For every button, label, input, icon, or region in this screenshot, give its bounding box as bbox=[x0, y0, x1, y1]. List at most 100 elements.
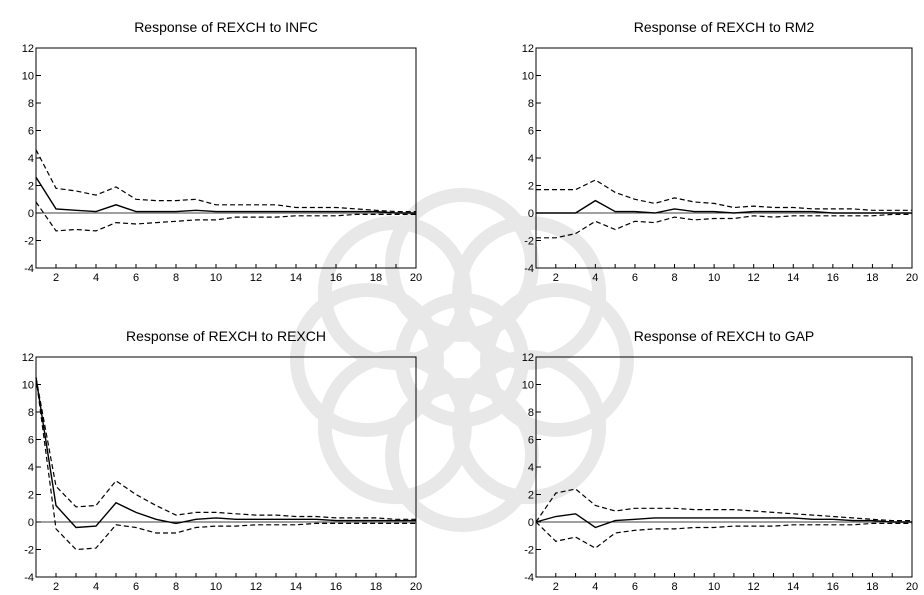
x-tick-label: 4 bbox=[592, 581, 598, 593]
watermark-ring bbox=[395, 293, 529, 427]
lower-band-line bbox=[535, 521, 912, 549]
x-tick-label: 10 bbox=[210, 581, 222, 593]
x-tick-label: 10 bbox=[708, 272, 720, 284]
x-tick-label: 18 bbox=[866, 272, 878, 284]
y-tick-label: 0 bbox=[528, 208, 534, 220]
panel-gap: Response of REXCH to GAP -4 -2 0 2 4 6 8 10 12 2 4 6… bbox=[522, 328, 918, 593]
x-tick-label: 12 bbox=[250, 272, 262, 284]
y-tick-label: 0 bbox=[28, 517, 34, 529]
x-tick-label: 2 bbox=[53, 581, 59, 593]
x-tick-label: 2 bbox=[553, 581, 559, 593]
upper-band-line bbox=[35, 149, 416, 213]
watermark-ring bbox=[452, 215, 607, 370]
chart-title: Response of REXCH to INFC bbox=[134, 19, 318, 35]
y-tick-label: 6 bbox=[528, 435, 534, 447]
watermark-ring bbox=[385, 188, 539, 342]
y-tick-label: 0 bbox=[28, 208, 34, 220]
x-tick-label: 6 bbox=[632, 581, 638, 593]
chart-title: Response of REXCH to RM2 bbox=[634, 19, 815, 35]
x-tick-label: 8 bbox=[173, 272, 179, 284]
x-tick-label: 14 bbox=[787, 581, 799, 593]
y-tick-label: 4 bbox=[528, 153, 534, 165]
x-tick-label: 14 bbox=[290, 581, 302, 593]
x-tick-label: 20 bbox=[906, 272, 918, 284]
y-tick-label: 4 bbox=[28, 153, 34, 165]
panel-rexch: Response of REXCH to REXCH -4 -2 0 2 4 6 8 10 12 2… bbox=[22, 328, 422, 593]
y-tick-label: 12 bbox=[522, 352, 534, 364]
y-tick-label: -2 bbox=[24, 236, 34, 248]
watermark-ring bbox=[290, 283, 444, 437]
y-tick-label: -4 bbox=[24, 572, 34, 584]
upper-band-line bbox=[536, 179, 912, 211]
y-tick-label: -2 bbox=[524, 236, 534, 248]
x-tick-label: 8 bbox=[173, 581, 179, 593]
y-tick-label: 8 bbox=[528, 407, 534, 419]
plot-frame bbox=[535, 47, 913, 269]
plot-frame bbox=[535, 356, 913, 578]
x-tick-label: 20 bbox=[906, 581, 918, 593]
x-tick-label: 4 bbox=[592, 272, 598, 284]
response-line bbox=[35, 377, 416, 529]
x-tick-label: 12 bbox=[748, 272, 760, 284]
y-tick-label: 12 bbox=[522, 43, 534, 55]
plot-frame bbox=[35, 47, 417, 269]
x-tick-label: 4 bbox=[93, 272, 99, 284]
y-tick-label: 10 bbox=[522, 380, 534, 392]
x-tick-label: 14 bbox=[290, 272, 302, 284]
y-tick-label: 8 bbox=[528, 98, 534, 110]
x-tick-label: 18 bbox=[866, 581, 878, 593]
x-tick-label: 10 bbox=[210, 272, 222, 284]
y-tick-label: 6 bbox=[28, 126, 34, 138]
response-line bbox=[536, 199, 912, 214]
y-tick-label: -4 bbox=[24, 263, 34, 275]
x-tick-label: 6 bbox=[133, 581, 139, 593]
x-tick-label: 16 bbox=[827, 272, 839, 284]
watermark-ring bbox=[385, 378, 539, 532]
x-tick-label: 8 bbox=[671, 581, 677, 593]
response-line bbox=[35, 176, 416, 214]
x-tick-label: 6 bbox=[133, 272, 139, 284]
watermark-ring bbox=[480, 283, 634, 437]
y-tick-label: -4 bbox=[524, 263, 534, 275]
x-tick-label: 18 bbox=[370, 581, 382, 593]
y-tick-label: 10 bbox=[22, 71, 34, 83]
x-tick-label: 20 bbox=[410, 581, 422, 593]
panel-rm2: Response of REXCH to RM2 -4 -2 0 2 4 6 8 10 12 2 4 6… bbox=[522, 19, 918, 284]
panel-infc: Response of REXCH to INFC -4 -2 0 2 4 6 8 10 12 2 4… bbox=[22, 19, 422, 284]
response-line bbox=[535, 513, 912, 529]
y-tick-label: 2 bbox=[28, 181, 34, 193]
x-tick-label: 10 bbox=[708, 581, 720, 593]
y-tick-label: 10 bbox=[522, 71, 534, 83]
x-tick-label: 16 bbox=[827, 581, 839, 593]
lower-band-line bbox=[35, 201, 416, 232]
y-tick-label: 6 bbox=[28, 435, 34, 447]
y-tick-label: -2 bbox=[24, 545, 34, 557]
lower-band-line bbox=[35, 377, 416, 551]
y-tick-label: 2 bbox=[28, 490, 34, 502]
x-tick-label: 20 bbox=[410, 272, 422, 284]
y-tick-label: 8 bbox=[28, 98, 34, 110]
upper-band-line bbox=[35, 377, 416, 520]
plot-frame bbox=[35, 356, 417, 578]
x-tick-label: 6 bbox=[632, 272, 638, 284]
x-tick-label: 16 bbox=[330, 581, 342, 593]
x-tick-label: 4 bbox=[93, 581, 99, 593]
x-tick-label: 12 bbox=[250, 581, 262, 593]
y-tick-label: 10 bbox=[22, 380, 34, 392]
y-tick-label: 6 bbox=[528, 126, 534, 138]
x-tick-label: 2 bbox=[553, 272, 559, 284]
y-tick-label: 2 bbox=[528, 490, 534, 502]
y-tick-label: -2 bbox=[524, 545, 534, 557]
y-tick-label: -4 bbox=[524, 572, 534, 584]
y-tick-label: 2 bbox=[528, 181, 534, 193]
x-tick-label: 14 bbox=[787, 272, 799, 284]
y-tick-label: 4 bbox=[28, 462, 34, 474]
chart-title: Response of REXCH to REXCH bbox=[126, 328, 326, 344]
upper-band-line bbox=[535, 488, 912, 523]
x-tick-label: 18 bbox=[370, 272, 382, 284]
y-tick-label: 0 bbox=[528, 517, 534, 529]
y-tick-label: 4 bbox=[528, 462, 534, 474]
x-tick-label: 2 bbox=[53, 272, 59, 284]
